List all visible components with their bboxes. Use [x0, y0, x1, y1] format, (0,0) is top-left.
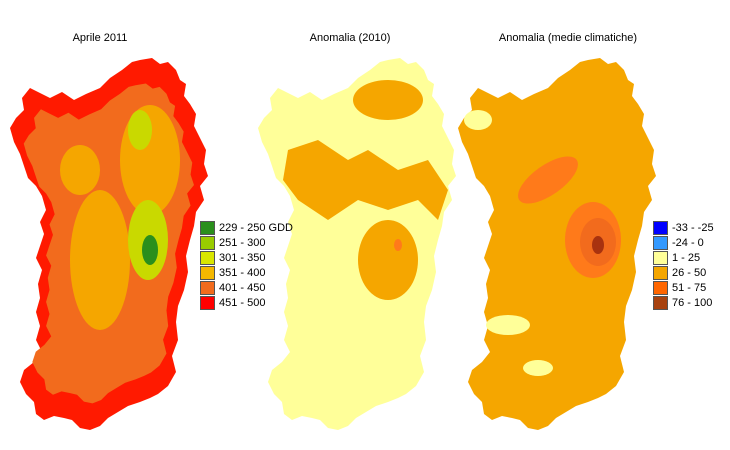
- legend-label: -33 - -25: [672, 221, 714, 234]
- legend-item: 229 - 250 GDD: [200, 220, 293, 235]
- map-region-peak: [394, 239, 402, 251]
- legend-label: 251 - 300: [219, 236, 266, 249]
- legend-swatch: [200, 220, 215, 235]
- map-region-pale: [523, 360, 553, 376]
- legend-item: 351 - 400: [200, 265, 293, 280]
- legend-swatch: [653, 250, 668, 265]
- map-region-mid: [358, 220, 418, 300]
- legend-label: 229 - 250 GDD: [219, 221, 293, 234]
- legend-swatch: [200, 280, 215, 295]
- map-region-peak: [142, 235, 158, 265]
- legend-label: 401 - 450: [219, 281, 266, 294]
- panel-title-april-2011: Aprile 2011: [72, 32, 128, 44]
- panel-title-anomaly-2010: Anomalia (2010): [309, 32, 391, 44]
- legend-item: 51 - 75: [653, 280, 714, 295]
- map-april-2011: [10, 58, 208, 430]
- legend-label: -24 - 0: [672, 236, 704, 249]
- legend-label: 51 - 75: [672, 281, 707, 294]
- map-region-pale: [464, 110, 492, 130]
- map-region-mid: [518, 156, 578, 204]
- legend-item: 26 - 50: [653, 265, 714, 280]
- legend-label: 26 - 50: [672, 266, 707, 279]
- legend-item: 76 - 100: [653, 295, 714, 310]
- map-region-peak: [592, 236, 604, 254]
- map-region-mid: [283, 140, 448, 220]
- legend-swatch: [653, 265, 668, 280]
- legend-item: -24 - 0: [653, 235, 714, 250]
- legend-gdd: 229 - 250 GDD 251 - 300 301 - 350 351 - 400…: [200, 220, 293, 310]
- legend-swatch: [200, 265, 215, 280]
- legend-label: 1 - 25: [672, 251, 701, 264]
- legend-swatch: [653, 220, 668, 235]
- map-region-mid: [60, 145, 100, 195]
- legend-anomaly: -33 - -25 -24 - 0 1 - 25 26 - 50 51 - 75 76 -…: [653, 220, 714, 310]
- map-anomaly-climatic: [458, 58, 656, 430]
- legend-label: 351 - 400: [219, 266, 266, 279]
- legend-item: -33 - -25: [653, 220, 714, 235]
- legend-item: 251 - 300: [200, 235, 293, 250]
- map-region-pale: [486, 315, 530, 335]
- legend-swatch: [200, 295, 215, 310]
- legend-label: 76 - 100: [672, 296, 713, 309]
- map-region-high: [128, 110, 152, 150]
- legend-swatch: [653, 295, 668, 310]
- panel-title-anomaly-climatic: Anomalia (medie climatiche): [498, 32, 638, 44]
- legend-swatch: [200, 235, 215, 250]
- map-region-mid: [70, 190, 130, 330]
- legend-item: 1 - 25: [653, 250, 714, 265]
- legend-label: 451 - 500: [219, 296, 266, 309]
- legend-label: 301 - 350: [219, 251, 266, 264]
- map-anomaly-2010: [258, 58, 456, 430]
- legend-swatch: [200, 250, 215, 265]
- legend-item: 401 - 450: [200, 280, 293, 295]
- legend-item: 451 - 500: [200, 295, 293, 310]
- legend-swatch: [653, 235, 668, 250]
- legend-swatch: [653, 280, 668, 295]
- legend-item: 301 - 350: [200, 250, 293, 265]
- map-region-mid: [353, 80, 423, 120]
